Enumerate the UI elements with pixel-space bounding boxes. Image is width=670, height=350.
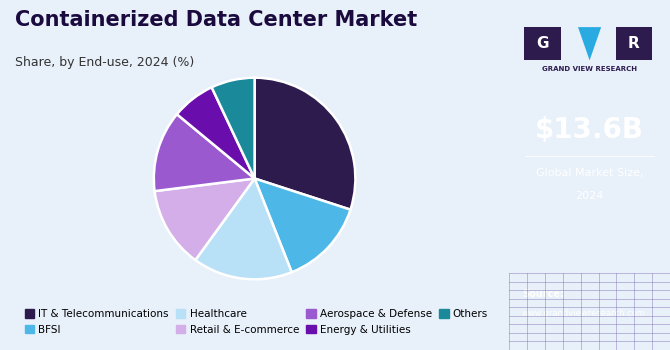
Wedge shape	[155, 178, 255, 260]
Bar	[525, 27, 561, 60]
Bar	[616, 27, 652, 60]
Text: Source:: Source:	[522, 289, 564, 299]
Text: R: R	[628, 36, 640, 51]
Polygon shape	[578, 27, 601, 60]
Text: Containerized Data Center Market: Containerized Data Center Market	[15, 10, 417, 30]
Text: GRAND VIEW RESEARCH: GRAND VIEW RESEARCH	[542, 66, 637, 72]
Legend: IT & Telecommunications, BFSI, Healthcare, Retail & E-commerce, Aerospace & Defe: IT & Telecommunications, BFSI, Healthcar…	[25, 309, 488, 335]
Wedge shape	[212, 78, 255, 178]
Text: Share, by End-use, 2024 (%): Share, by End-use, 2024 (%)	[15, 56, 194, 69]
Wedge shape	[255, 178, 350, 272]
Wedge shape	[177, 87, 255, 178]
Text: G: G	[536, 36, 549, 51]
Text: Global Market Size,: Global Market Size,	[536, 168, 643, 178]
Text: 2024: 2024	[576, 191, 604, 201]
Text: $13.6B: $13.6B	[535, 116, 644, 144]
Wedge shape	[154, 114, 255, 191]
Text: www.grandviewresearch.com: www.grandviewresearch.com	[522, 309, 646, 318]
Wedge shape	[196, 178, 291, 279]
Wedge shape	[255, 78, 355, 210]
